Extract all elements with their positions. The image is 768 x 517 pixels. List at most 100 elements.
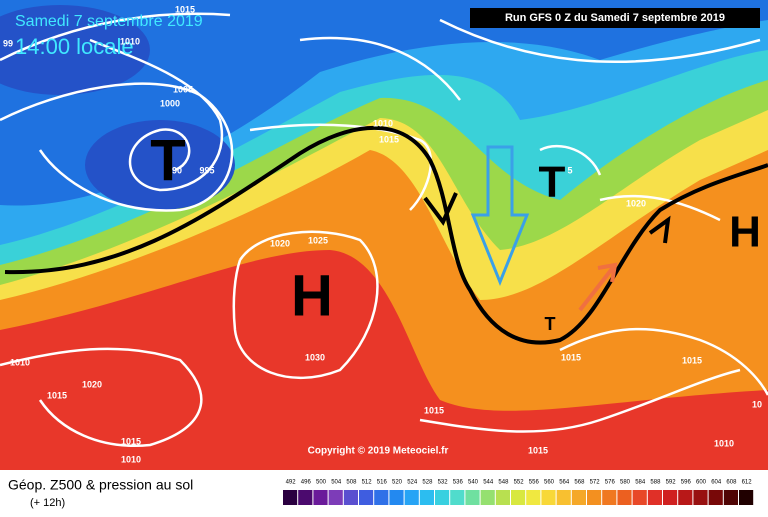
isobar-label: 5 (567, 165, 572, 175)
isobar-label: 10 (752, 399, 762, 409)
isobar-label: 995 (199, 165, 214, 175)
colorbar-label: 560 (544, 480, 555, 486)
colorbar-swatch (480, 490, 495, 505)
colorbar-label: 576 (605, 480, 616, 486)
isobar-label: 1010 (121, 454, 141, 464)
isobar-label: 1025 (308, 235, 328, 245)
colorbar-swatch (739, 490, 754, 505)
colorbar-swatch (283, 490, 298, 505)
pressure-center: T (150, 128, 185, 193)
colorbar-swatch (723, 490, 738, 505)
colorbar-label: 584 (635, 480, 646, 486)
jet-stream (4, 125, 768, 345)
colorbar-swatch (708, 490, 723, 505)
isobar-label: 99 (3, 38, 13, 48)
footer-lead: (+ 12h) (30, 497, 65, 509)
colorbar-label: 596 (681, 480, 692, 486)
colorbar-label: 540 (468, 480, 479, 486)
colorbar-swatch (419, 490, 434, 505)
isobar-label: 1015 (175, 4, 195, 14)
colorbar-swatch (328, 490, 343, 505)
colorbar-label: 552 (514, 480, 525, 486)
isobar-label: 1015 (561, 352, 581, 362)
colorbar-swatch (663, 490, 678, 505)
colorbar-swatch (313, 490, 328, 505)
colorbar-label: 516 (377, 480, 388, 486)
colorbar-label: 612 (742, 480, 753, 486)
isobar-label: 1030 (305, 352, 325, 362)
jet-arrow (423, 192, 671, 244)
isobar-label: 1020 (82, 379, 102, 389)
isobar-label: 1000 (160, 98, 180, 108)
isobar-label: 1010 (373, 118, 393, 128)
colorbar-swatch (556, 490, 571, 505)
colorbar-label: 568 (574, 480, 585, 486)
colorbar-label: 536 (453, 480, 464, 486)
colorbar-swatch (647, 490, 662, 505)
colorbar-label: 500 (316, 480, 327, 486)
colorbar-label: 592 (666, 480, 677, 486)
colorbar-label: 572 (590, 480, 601, 486)
colorbar-swatch (298, 490, 313, 505)
colorbar-swatch (404, 490, 419, 505)
colorbar-label: 608 (726, 480, 737, 486)
colorbar-label: 532 (438, 480, 449, 486)
zone-darkblue (85, 120, 235, 210)
colorbar-label: 524 (407, 480, 418, 486)
pressure-center: T (539, 158, 566, 207)
colorbar-label: 600 (696, 480, 707, 486)
isobar-label: 1015 (379, 134, 399, 144)
colorbar-swatch (632, 490, 647, 505)
colorbar-swatch (693, 490, 708, 505)
isobar-label: 1020 (270, 238, 290, 248)
colorbar-label: 564 (559, 480, 570, 486)
colorbar-label: 512 (362, 480, 373, 486)
isobar-label: 1015 (682, 355, 702, 365)
pressure-center: H (291, 263, 333, 328)
isobar-label: 1010 (714, 438, 734, 448)
colorbar-swatch (602, 490, 617, 505)
colorbar-swatch (389, 490, 404, 505)
colorbar-swatch (526, 490, 541, 505)
isobar-label: 1005 (173, 84, 193, 94)
zone-darkblue (0, 5, 150, 95)
colorbar-label: 496 (301, 480, 312, 486)
footer-title: Géop. Z500 & pression au sol (8, 477, 193, 493)
colorbar-swatch (678, 490, 693, 505)
colorbar-label: 528 (422, 480, 433, 486)
colorbar-swatch (374, 490, 389, 505)
colorbar-swatch (571, 490, 586, 505)
colorbar-swatch (617, 490, 632, 505)
isobar-label: 1010 (120, 36, 140, 46)
isobar-label: 90 (172, 165, 182, 175)
isobar-label: 1015 (121, 436, 141, 446)
colorbar-label: 548 (498, 480, 509, 486)
isobar-label: 1015 (47, 390, 67, 400)
pressure-center: T (545, 314, 556, 334)
colorbar-swatch (343, 490, 358, 505)
run-label: Run GFS 0 Z du Samedi 7 septembre 2019 (505, 12, 725, 24)
colorbar-label: 520 (392, 480, 403, 486)
colorbar-swatch (450, 490, 465, 505)
colorbar-swatch (495, 490, 510, 505)
colorbar-label: 556 (529, 480, 540, 486)
isobar-label: 1010 (10, 357, 30, 367)
copyright: Copyright © 2019 Meteociel.fr (308, 446, 449, 457)
isobar-label: 1020 (626, 198, 646, 208)
colorbar-swatch (587, 490, 602, 505)
date-label: Samedi 7 septembre 2019 (15, 13, 203, 30)
isobar-label: 1015 (424, 405, 444, 415)
pressure-center: H (729, 208, 761, 257)
colorbar-label: 580 (620, 480, 631, 486)
isobar-label: 1015 (528, 445, 548, 455)
colorbar-swatch (541, 490, 556, 505)
colorbar-swatch (359, 490, 374, 505)
time-label: 14:00 locale (15, 34, 134, 59)
colorbar-swatch (465, 490, 480, 505)
colorbar-swatch (511, 490, 526, 505)
colorbar-label: 492 (286, 480, 297, 486)
colorbar-label: 588 (650, 480, 661, 486)
cold-arrow (470, 145, 530, 287)
